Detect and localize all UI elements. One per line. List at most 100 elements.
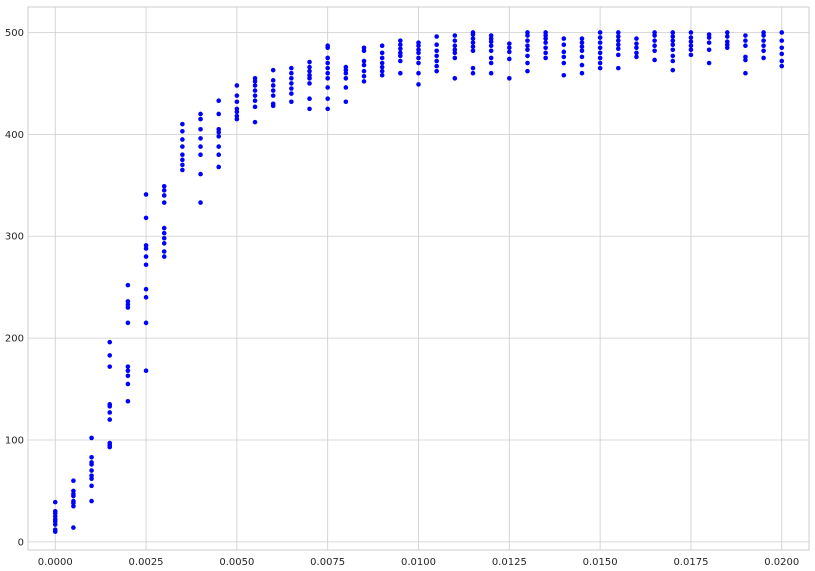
y-tick-label: 200 bbox=[5, 334, 24, 345]
data-point bbox=[761, 55, 766, 61]
data-point bbox=[252, 83, 258, 88]
data-point bbox=[270, 83, 276, 88]
data-point bbox=[543, 55, 548, 61]
data-point bbox=[89, 498, 94, 504]
data-point bbox=[597, 45, 603, 51]
data-point bbox=[216, 98, 222, 104]
data-point bbox=[198, 144, 203, 149]
data-point bbox=[71, 525, 76, 530]
data-point bbox=[325, 106, 330, 112]
data-point bbox=[252, 104, 258, 110]
data-point bbox=[706, 40, 712, 45]
data-point bbox=[416, 60, 421, 66]
data-point bbox=[143, 320, 149, 326]
data-point bbox=[343, 64, 349, 70]
data-point bbox=[125, 364, 131, 369]
data-point bbox=[143, 254, 149, 259]
data-point bbox=[724, 34, 730, 39]
data-point bbox=[525, 60, 530, 66]
data-point bbox=[270, 88, 276, 93]
data-point bbox=[161, 188, 167, 193]
data-point bbox=[561, 72, 567, 78]
data-point bbox=[307, 106, 312, 112]
data-point bbox=[325, 65, 330, 71]
data-point bbox=[488, 70, 494, 76]
x-tick-label: 0.0025 bbox=[129, 557, 164, 568]
data-point bbox=[670, 53, 676, 59]
data-point bbox=[488, 60, 494, 66]
data-point bbox=[125, 368, 131, 373]
data-point bbox=[252, 88, 258, 93]
data-point bbox=[343, 76, 349, 81]
data-point bbox=[670, 42, 676, 47]
data-point bbox=[416, 55, 421, 61]
data-point bbox=[125, 282, 131, 288]
data-point bbox=[634, 54, 639, 60]
data-point bbox=[579, 62, 585, 68]
data-point bbox=[161, 241, 167, 246]
data-point bbox=[452, 38, 458, 43]
data-point bbox=[597, 35, 603, 40]
data-point bbox=[180, 121, 185, 127]
data-point bbox=[270, 101, 276, 107]
data-point bbox=[688, 35, 694, 40]
data-point bbox=[398, 42, 403, 47]
data-point bbox=[779, 30, 785, 35]
data-point bbox=[252, 93, 258, 98]
data-point bbox=[670, 30, 676, 35]
data-point bbox=[89, 473, 94, 478]
data-point bbox=[180, 162, 185, 168]
data-point bbox=[597, 30, 603, 35]
data-point bbox=[398, 70, 403, 76]
data-point bbox=[325, 96, 330, 101]
data-point bbox=[216, 111, 222, 117]
data-point bbox=[325, 55, 330, 61]
data-point bbox=[89, 435, 94, 441]
data-point bbox=[525, 47, 530, 53]
data-point bbox=[525, 43, 530, 49]
data-point bbox=[543, 40, 548, 45]
data-point bbox=[688, 30, 694, 35]
data-point bbox=[743, 43, 748, 49]
data-point bbox=[216, 152, 222, 158]
data-point bbox=[724, 39, 730, 44]
data-point bbox=[507, 49, 512, 55]
data-point bbox=[343, 99, 349, 105]
data-point bbox=[670, 67, 676, 73]
data-point bbox=[52, 527, 58, 532]
data-point bbox=[761, 48, 766, 54]
data-point bbox=[361, 79, 367, 84]
data-point bbox=[89, 454, 94, 460]
data-point bbox=[398, 38, 403, 43]
data-point bbox=[89, 468, 94, 473]
data-point bbox=[307, 96, 312, 101]
data-point bbox=[161, 193, 167, 198]
data-point bbox=[161, 200, 167, 205]
data-point bbox=[579, 54, 585, 60]
data-point bbox=[234, 93, 240, 98]
data-point bbox=[652, 48, 657, 54]
data-point bbox=[216, 164, 222, 170]
data-point bbox=[470, 44, 476, 50]
data-point bbox=[416, 47, 421, 53]
data-point bbox=[634, 50, 639, 56]
y-tick-label: 0 bbox=[18, 537, 24, 548]
data-point bbox=[615, 34, 621, 39]
data-point bbox=[180, 157, 185, 163]
data-point bbox=[452, 55, 458, 61]
data-point bbox=[325, 43, 330, 49]
data-point bbox=[615, 65, 621, 71]
x-tick-label: 0.0150 bbox=[583, 557, 618, 568]
plot-frame bbox=[27, 6, 810, 551]
data-point bbox=[143, 368, 149, 373]
data-point bbox=[325, 60, 330, 66]
data-point bbox=[198, 126, 203, 132]
data-point bbox=[289, 99, 294, 105]
data-point bbox=[52, 508, 58, 514]
x-tick-label: 0.0100 bbox=[401, 557, 436, 568]
data-point bbox=[416, 82, 421, 87]
data-point bbox=[561, 49, 567, 55]
data-point bbox=[252, 98, 258, 104]
y-tick-label: 300 bbox=[5, 232, 24, 243]
data-point bbox=[543, 50, 548, 56]
